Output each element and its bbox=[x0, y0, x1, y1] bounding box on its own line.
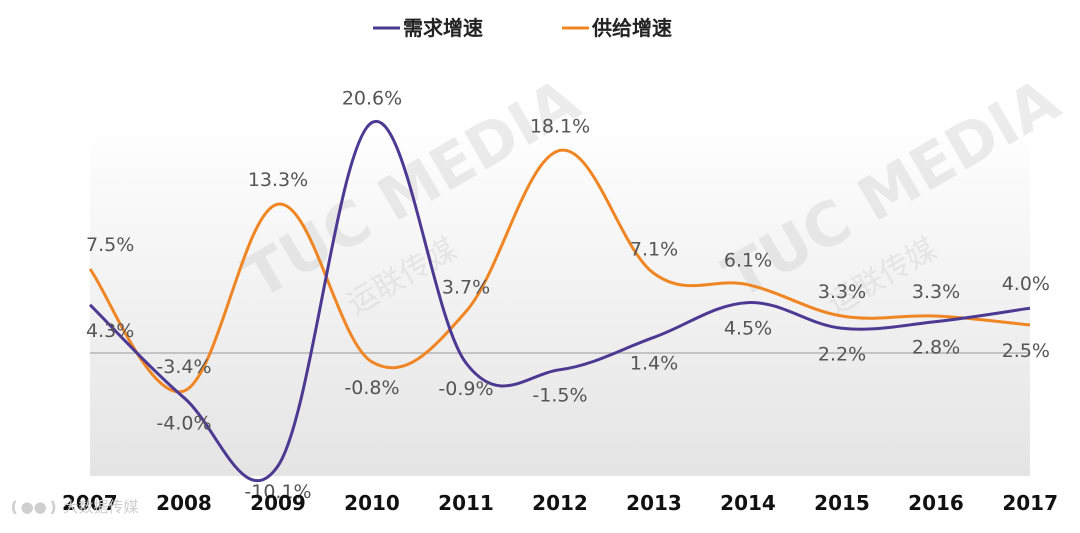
series-layer bbox=[88, 119, 1031, 483]
legend-label-demand: 需求增速 bbox=[403, 16, 483, 40]
corner-watermark: ❪●●❫ 大数据传媒 bbox=[8, 496, 142, 517]
x-tick-2007: 2007 bbox=[62, 491, 118, 515]
x-tick-2009: 2009 bbox=[250, 491, 306, 515]
legend: 需求增速 供给增速 bbox=[373, 16, 672, 40]
data-label-demand-2007: 4.3% bbox=[86, 320, 134, 342]
data-label-demand-2016: 2.8% bbox=[912, 337, 960, 359]
data-label-demand-2008: -4.0% bbox=[156, 413, 211, 435]
data-label-supply-2015: 3.3% bbox=[818, 281, 866, 303]
x-tick-2008: 2008 bbox=[156, 491, 212, 515]
x-tick-2013: 2013 bbox=[626, 491, 682, 515]
data-label-demand-2017: 4.0% bbox=[1002, 273, 1050, 295]
data-label-demand-2009: -10.1% bbox=[244, 481, 311, 503]
x-tick-2015: 2015 bbox=[814, 491, 870, 515]
data-label-supply-2012: 18.1% bbox=[530, 115, 590, 137]
data-label-supply-2011: 3.7% bbox=[442, 277, 490, 299]
data-label-demand-2013: 1.4% bbox=[630, 352, 678, 374]
data-label-supply-2013: 7.1% bbox=[630, 239, 678, 261]
data-label-supply-2017: 2.5% bbox=[1002, 340, 1050, 362]
plot-background bbox=[90, 120, 1030, 476]
data-label-supply-2010: -0.8% bbox=[344, 377, 399, 399]
series-line-supply bbox=[88, 148, 1031, 394]
x-tick-2012: 2012 bbox=[532, 491, 588, 515]
data-label-demand-2012: -1.5% bbox=[532, 385, 587, 407]
data-label-supply-2009: 13.3% bbox=[248, 169, 308, 191]
data-label-demand-2014: 4.5% bbox=[724, 318, 772, 340]
data-label-demand-2015: 2.2% bbox=[818, 343, 866, 365]
x-axis-ticks: 2007 2008 2009 2010 2011 2012 2013 2014 2015 2016… bbox=[62, 491, 1058, 515]
data-labels: 4.3% 7.5% -4.0% -3.4% -10.1% 13.3% 20.6% -0.8% -… bbox=[86, 87, 1050, 502]
data-label-supply-2008: -3.4% bbox=[156, 356, 211, 378]
data-label-supply-2007: 7.5% bbox=[86, 234, 134, 256]
data-label-demand-2011: -0.9% bbox=[438, 378, 493, 400]
x-tick-2016: 2016 bbox=[908, 491, 964, 515]
data-label-demand-2010: 20.6% bbox=[342, 87, 402, 109]
corner-logo-text: 大数据传媒 bbox=[63, 498, 139, 516]
data-label-supply-2014: 6.1% bbox=[724, 250, 772, 272]
corner-logo-icon: ❪●●❫ bbox=[8, 498, 60, 516]
x-tick-2010: 2010 bbox=[344, 491, 400, 515]
x-tick-2014: 2014 bbox=[720, 491, 776, 515]
series-line-demand bbox=[88, 119, 1031, 483]
x-tick-2017: 2017 bbox=[1002, 491, 1058, 515]
legend-label-supply: 供给增速 bbox=[591, 16, 672, 40]
data-label-supply-2016: 3.3% bbox=[912, 281, 960, 303]
x-tick-2011: 2011 bbox=[438, 491, 494, 515]
